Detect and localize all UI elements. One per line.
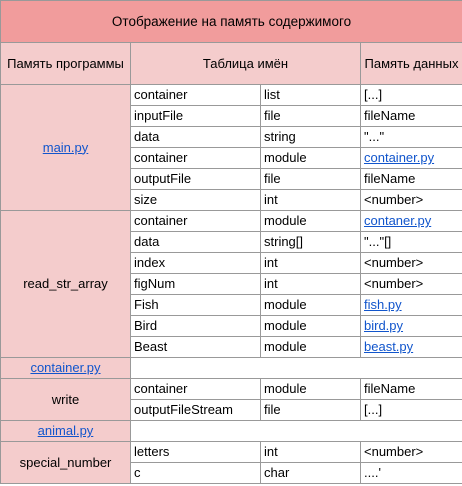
table-row: inputFile file fileName	[1, 105, 462, 127]
type-cell: string[]	[260, 231, 361, 253]
type-cell: module	[260, 147, 361, 169]
data-cell: bird.py	[360, 315, 462, 337]
name-cell: Beast	[130, 336, 261, 358]
name-cell: container	[130, 378, 261, 400]
program-label: special_number	[19, 454, 112, 470]
name-cell: data	[130, 231, 261, 253]
type-cell: int	[260, 273, 361, 295]
type-cell: module	[260, 294, 361, 316]
data-link[interactable]: fish.py	[364, 297, 402, 312]
table-row: Fish module fish.py	[1, 294, 462, 316]
data-link[interactable]: beast.py	[364, 339, 414, 354]
table-row: write container module fileName	[0, 378, 462, 421]
program-link[interactable]: main.py	[42, 139, 89, 155]
name-cell: outputFile	[130, 168, 261, 190]
type-cell: int	[260, 189, 361, 211]
data-cell: beast.py	[360, 336, 462, 358]
name-cell: inputFile	[130, 105, 261, 127]
table-row: data string[] "..."[]	[1, 231, 462, 253]
data-cell: container.py	[360, 147, 462, 169]
data-cell: fish.py	[360, 294, 462, 316]
header-data-memory: Память данных	[360, 42, 462, 85]
name-cell: Bird	[130, 315, 261, 337]
table-row: Beast module beast.py	[1, 336, 462, 358]
table-row: outputFile file fileName	[1, 168, 462, 190]
table-title: Отображение на память содержимого	[0, 0, 462, 43]
program-label: write	[51, 391, 80, 407]
memory-table-body: main.py container list [...] inputFile file fi…	[0, 84, 462, 484]
empty-cell	[130, 357, 462, 379]
table-row: special_number letters int <number>	[0, 441, 462, 484]
name-cell: figNum	[130, 273, 261, 295]
name-cell: data	[130, 126, 261, 148]
header-program-memory: Память программы	[0, 42, 131, 85]
table-row: size int <number>	[1, 189, 462, 211]
data-cell: [...]	[360, 84, 462, 106]
name-cell: c	[130, 462, 261, 484]
data-cell: fileName	[360, 168, 462, 190]
name-cell: Fish	[130, 294, 261, 316]
data-cell: contaner.py	[360, 210, 462, 232]
type-cell: int	[260, 441, 361, 463]
type-cell: module	[260, 315, 361, 337]
data-cell: fileName	[360, 378, 462, 400]
type-cell: int	[260, 252, 361, 274]
data-cell: <number>	[360, 189, 462, 211]
data-link[interactable]: contaner.py	[364, 213, 432, 228]
data-link[interactable]: bird.py	[364, 318, 404, 333]
type-cell: module	[260, 378, 361, 400]
table-row: c char ....'	[1, 462, 462, 484]
data-cell: <number>	[360, 441, 462, 463]
type-cell: char	[260, 462, 361, 484]
name-cell: container	[130, 84, 261, 106]
data-cell: <number>	[360, 273, 462, 295]
program-link[interactable]: animal.py	[37, 423, 94, 438]
program-label: read_str_array	[23, 276, 108, 291]
name-cell: letters	[130, 441, 261, 463]
table-row: figNum int <number>	[1, 273, 462, 295]
type-cell: file	[260, 105, 361, 127]
type-cell: file	[260, 168, 361, 190]
table-row: read_str_array container module contaner.py	[0, 210, 462, 358]
table-row: container.py	[0, 357, 462, 379]
table-row: data string "..."	[1, 126, 462, 148]
type-cell: module	[260, 210, 361, 232]
program-cell: animal.py	[0, 420, 131, 442]
type-cell: module	[260, 336, 361, 358]
program-cell: write	[0, 378, 131, 421]
data-cell: fileName	[360, 105, 462, 127]
name-cell: container	[130, 210, 261, 232]
data-cell: <number>	[360, 252, 462, 274]
data-cell: [...]	[360, 399, 462, 421]
type-cell: file	[260, 399, 361, 421]
data-link[interactable]: container.py	[364, 150, 435, 165]
program-cell: special_number	[0, 441, 131, 484]
type-cell: list	[260, 84, 361, 106]
type-cell: string	[260, 126, 361, 148]
table-row: Bird module bird.py	[1, 315, 462, 337]
program-link[interactable]: container.py	[30, 360, 101, 375]
empty-cell	[130, 420, 462, 442]
name-cell: size	[130, 189, 261, 211]
data-cell: "..."	[360, 126, 462, 148]
table-row: outputFileStream file [...]	[1, 399, 462, 421]
name-cell: index	[130, 252, 261, 274]
name-cell: container	[130, 147, 261, 169]
table-row: main.py container list [...]	[0, 84, 462, 211]
table-row: index int <number>	[1, 252, 462, 274]
name-cell: outputFileStream	[130, 399, 261, 421]
program-cell: main.py	[0, 84, 131, 211]
data-cell: ....'	[360, 462, 462, 484]
table-row: animal.py	[0, 420, 462, 442]
data-cell: "..."[]	[360, 231, 462, 253]
program-cell: read_str_array	[0, 210, 131, 358]
program-cell: container.py	[0, 357, 131, 379]
header-name-table: Таблица имён	[130, 42, 361, 85]
